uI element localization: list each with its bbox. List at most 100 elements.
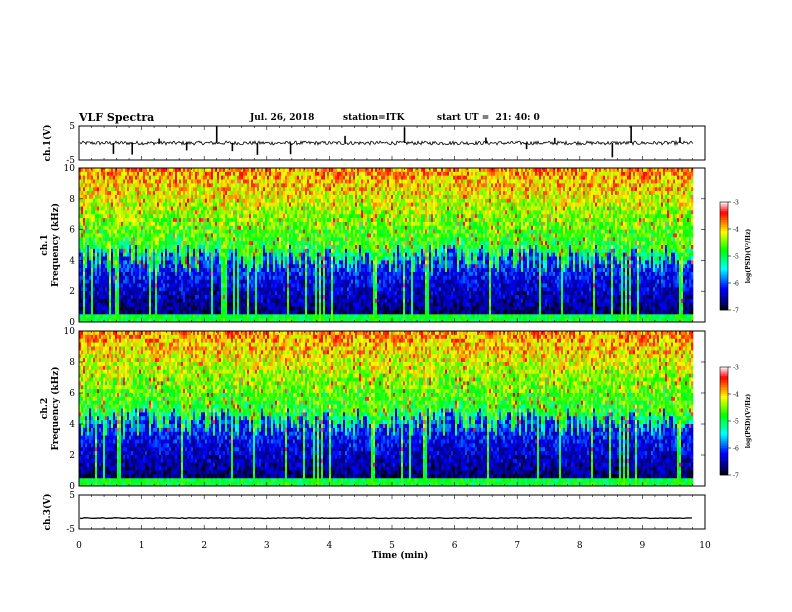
ch1-spectrogram-cell	[157, 295, 159, 299]
ch1-spectrogram-cell	[207, 237, 209, 241]
ch1-spectrogram-cell	[175, 226, 177, 230]
ch1-spectrogram-cell	[223, 257, 225, 261]
ch1-spectrogram-cell	[165, 307, 167, 311]
ch1-spectrogram-cell	[157, 207, 159, 211]
ch1-spectrogram-cell	[153, 310, 155, 314]
ch1-spectrogram-cell	[185, 303, 187, 307]
ch1-spectrogram-cell	[273, 295, 275, 299]
ch1-spectrogram-cell	[85, 199, 87, 203]
ch1-spectrogram-cell	[235, 237, 237, 241]
ch1-spectrogram-cell	[301, 249, 303, 253]
ch1-spectrogram-cell	[285, 191, 287, 195]
ch1-spectrogram-cell	[105, 245, 107, 249]
ch1-spectrogram-cell	[305, 303, 307, 307]
ch1-spectrogram-cell	[153, 268, 155, 272]
ch1-spectrogram-cell	[241, 249, 243, 253]
ch1-spectrogram-cell	[249, 295, 251, 299]
ch1-spectrogram-cell	[295, 203, 297, 207]
ch1-spectrogram-cell	[269, 191, 271, 195]
ch1-spectrogram-cell	[185, 233, 187, 237]
ch1-spectrogram-cell	[119, 257, 121, 261]
ch1-spectrogram-cell	[123, 241, 125, 245]
ch1-spectrogram-cell	[251, 180, 253, 184]
ch1-spectrogram-cell	[297, 168, 299, 172]
ch1-spectrogram-cell	[153, 172, 155, 176]
ch1-spectrogram-cell	[309, 299, 311, 303]
ch1-spectrogram-cell	[309, 264, 311, 268]
ch1-spectrogram-cell	[141, 272, 143, 276]
ch1-spectrogram-cell	[175, 199, 177, 203]
ch1-spectrogram-cell	[177, 187, 179, 191]
ch1-spectrogram-cell	[235, 207, 237, 211]
ch1-spectrogram-cell	[149, 199, 151, 203]
ch1-spectrogram-cell	[175, 203, 177, 207]
ch1-spectrogram-cell	[145, 310, 147, 314]
ch1-spectrogram-cell	[147, 222, 149, 226]
ch1-spectrogram-cell	[209, 191, 211, 195]
ch1-spectrogram-cell	[165, 276, 167, 280]
ch1-spectrogram-cell	[289, 241, 291, 245]
ch1-spectrogram-cell	[205, 257, 207, 261]
ch1-spectrogram-cell	[211, 168, 213, 172]
ch1-spectrogram-cell	[299, 314, 301, 318]
ch1-spectrogram-cell	[267, 172, 269, 176]
ch1-spectrogram-cell	[201, 249, 203, 253]
ch1-spectrogram-cell	[193, 230, 195, 234]
ch1-spectrogram-cell	[301, 222, 303, 226]
ch1-spectrogram-cell	[151, 210, 153, 214]
ch1-spectrogram-cell	[241, 176, 243, 180]
ch1-spectrogram-cell	[261, 314, 263, 318]
ch1-spectrogram-cell	[93, 199, 95, 203]
ch1-spectrogram-cell	[263, 245, 265, 249]
ch1-spectrogram-cell	[81, 291, 83, 295]
ch1-spectrogram-cell	[169, 260, 171, 264]
ch1-spectrogram-cell	[273, 176, 275, 180]
ch1-spectrogram-cell	[181, 310, 183, 314]
ch1-spectrogram-cell	[115, 195, 117, 199]
ch1-spectrogram-cell	[275, 195, 277, 199]
ch1-spectrogram-cell	[181, 245, 183, 249]
ch1-spectrogram-cell	[129, 314, 131, 318]
ch1-spectrogram-cell	[217, 214, 219, 218]
ch1-spectrogram-cell	[281, 276, 283, 280]
ch1-spectrogram-cell	[133, 183, 135, 187]
ch1-spectrogram-cell	[319, 210, 321, 214]
ch1-spectrogram-cell	[173, 257, 175, 261]
ch1-spectrogram-cell	[199, 233, 201, 237]
ch1-spectrogram-cell	[145, 172, 147, 176]
ch1-spectrogram-cell	[269, 276, 271, 280]
ch1-spectrogram-cell	[223, 172, 225, 176]
ch1-spectrogram-cell	[253, 199, 255, 203]
ch1-spectrogram-cell	[261, 218, 263, 222]
ch1-spectrogram-cell	[281, 260, 283, 264]
ch1-spectrogram-cell	[283, 191, 285, 195]
ch1-spectrogram-cell	[83, 268, 85, 272]
ch1-spectrogram-cell	[109, 210, 111, 214]
ch1-spectrogram-cell	[221, 280, 223, 284]
ch1-spectrogram-cell	[243, 276, 245, 280]
ch1-spectrogram-cell	[313, 199, 315, 203]
ch1-spectrogram-cell	[115, 253, 117, 257]
ch1-spectrogram-cell	[197, 210, 199, 214]
ch1-spectrogram-cell	[193, 310, 195, 314]
ch1-spectrogram-cell	[315, 172, 317, 176]
ch1-spectrogram-cell	[219, 310, 221, 314]
ch1-spectrogram-cell	[273, 183, 275, 187]
ch1-spectrogram-cell	[289, 272, 291, 276]
ch1-spectrogram-cell	[311, 272, 313, 276]
ch1-spectrogram-cell	[103, 214, 105, 218]
ch1-spectrogram-cell	[83, 176, 85, 180]
ch1-spectrogram-cell	[189, 183, 191, 187]
ch1-spectrogram-cell	[291, 210, 293, 214]
ch1-spectrogram-cell	[87, 230, 89, 234]
ch1-spectrogram-cell	[229, 241, 231, 245]
ch1-spectrogram-cell	[151, 187, 153, 191]
ch1-spectrogram-cell	[139, 191, 141, 195]
ch1-spectrogram-cell	[255, 291, 257, 295]
ch1-spectrogram-cell	[281, 176, 283, 180]
ch1-spectrogram-cell	[315, 191, 317, 195]
ch1-spectrogram-cell	[267, 257, 269, 261]
ch1-spectrogram-cell	[91, 295, 93, 299]
ch1-spectrogram-cell	[101, 287, 103, 291]
ch1-spectrogram-cell	[159, 172, 161, 176]
